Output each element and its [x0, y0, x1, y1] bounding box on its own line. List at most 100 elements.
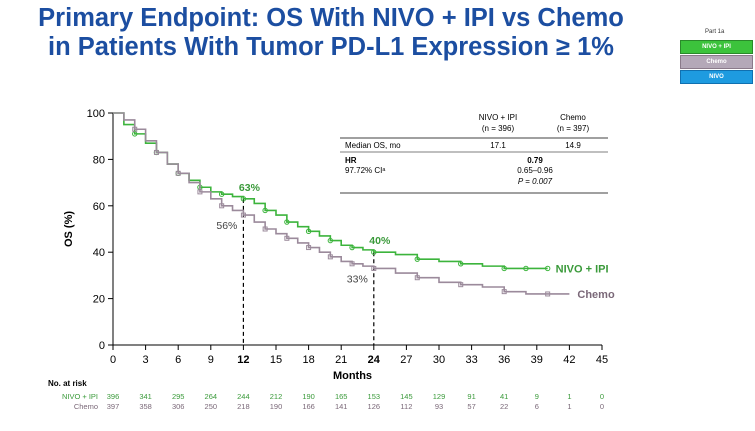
risk-value: 129 — [433, 392, 446, 401]
censor-mark — [153, 149, 159, 155]
censor-mark — [414, 256, 420, 262]
series-line-chemo — [113, 112, 570, 295]
risk-value: 1 — [567, 402, 571, 411]
x-tick-label: 15 — [270, 354, 282, 366]
censor-mark — [544, 265, 551, 272]
stats-median-v1: 17.1 — [490, 141, 506, 150]
x-tick-label: 0 — [110, 354, 116, 366]
risk-value: 91 — [467, 392, 475, 401]
censor-mark — [284, 219, 290, 225]
risk-value: 153 — [368, 392, 381, 401]
risk-value: 1 — [567, 392, 571, 401]
censor-mark — [240, 212, 246, 218]
stats-col1-header: NIVO + IPI — [479, 113, 517, 122]
risk-value: 22 — [500, 402, 508, 411]
slide-title: Primary Endpoint: OS With NIVO + IPI vs … — [6, 4, 656, 62]
risk-value: 341 — [139, 392, 152, 401]
risk-value: 9 — [535, 392, 539, 401]
risk-value: 145 — [400, 392, 413, 401]
censor-mark — [262, 207, 268, 214]
x-tick-label: 39 — [531, 354, 543, 366]
censor-mark — [284, 235, 290, 241]
x-tick-label: 27 — [400, 354, 412, 366]
censor-mark — [371, 249, 377, 255]
risk-value: 397 — [107, 402, 120, 411]
censor-mark — [305, 228, 312, 235]
censor-mark — [197, 189, 203, 195]
censor-mark — [501, 265, 507, 272]
x-tick-label: 24 — [368, 354, 381, 366]
annotation-label: 33% — [347, 273, 368, 285]
x-tick-label: 45 — [596, 354, 608, 366]
part-label: Part 1a — [705, 29, 725, 35]
series-line-nivo-ipi — [113, 112, 548, 270]
title-line-2: in Patients With Tumor PD-L1 Expression … — [48, 33, 614, 61]
risk-row-label: NIVO + IPI — [62, 392, 98, 401]
censor-mark — [371, 265, 377, 271]
censor-mark — [349, 244, 355, 251]
censor-mark — [501, 289, 507, 295]
series-label-nivo-ipi: NIVO + IPI — [556, 263, 609, 275]
stats-col2-header: Chemo — [560, 113, 586, 122]
risk-value: 306 — [172, 402, 185, 411]
risk-value: 41 — [500, 392, 508, 401]
risk-value: 250 — [205, 402, 218, 411]
risk-value: 93 — [435, 402, 443, 411]
annotation-label: 40% — [369, 235, 391, 247]
x-tick-label: 9 — [208, 354, 214, 366]
legend-item-nivo: NIVO — [680, 70, 753, 84]
risk-value: 6 — [535, 402, 539, 411]
stats-col1-n: (n = 396) — [482, 124, 515, 133]
censor-mark — [240, 196, 247, 202]
censor-mark — [132, 126, 138, 132]
x-axis-label: Months — [333, 370, 372, 382]
stats-median-v2: 14.9 — [565, 141, 581, 150]
risk-value: 141 — [335, 402, 348, 411]
censor-mark — [523, 265, 529, 272]
risk-value: 295 — [172, 392, 185, 401]
risk-row-label: Chemo — [74, 402, 98, 411]
y-tick-label: 60 — [93, 201, 105, 213]
stats-median-label: Median OS, mo — [345, 141, 401, 150]
annotation-label: 63% — [239, 182, 261, 194]
x-tick-label: 36 — [498, 354, 510, 366]
legend-item-nivo-ipi: NIVO + IPI — [680, 40, 753, 54]
censor-mark — [458, 282, 464, 288]
stats-hr-label: HR — [345, 156, 357, 165]
risk-table-title: No. at risk — [48, 379, 87, 388]
y-tick-label: 0 — [99, 340, 105, 352]
risk-value: 396 — [107, 392, 120, 401]
censor-mark — [219, 203, 225, 209]
risk-value: 212 — [270, 392, 283, 401]
y-tick-label: 40 — [93, 247, 105, 259]
risk-value: 190 — [270, 402, 283, 411]
stats-col2-n: (n = 397) — [557, 124, 590, 133]
annotation-label: 56% — [216, 220, 237, 232]
chart-curves: NIVO + IPI Chemo — [113, 112, 615, 301]
x-tick-label: 3 — [143, 354, 149, 366]
risk-value: 0 — [600, 392, 604, 401]
censor-mark — [349, 261, 355, 267]
censor-mark — [327, 254, 333, 260]
x-tick-label: 12 — [237, 354, 249, 366]
chart-annotations: 63% 56% 40% 33% — [216, 182, 391, 286]
censor-mark — [545, 291, 551, 297]
stats-hr-value: 0.79 — [527, 156, 543, 165]
series-label-chemo: Chemo — [577, 289, 615, 301]
x-tick-label: 42 — [563, 354, 575, 366]
risk-value: 165 — [335, 392, 348, 401]
risk-value: 358 — [139, 402, 152, 411]
stats-table: NIVO + IPI (n = 396) Chemo (n = 397) Med… — [340, 113, 608, 194]
x-tick-label: 30 — [433, 354, 445, 366]
censor-mark — [414, 275, 420, 281]
censor-mark — [262, 226, 268, 232]
stats-ci-value: 0.65–0.96 — [517, 166, 553, 175]
censor-mark — [175, 170, 181, 176]
risk-value: 190 — [302, 392, 315, 401]
risk-value: 264 — [205, 392, 218, 401]
risk-value: 57 — [467, 402, 475, 411]
stats-ci-label: 97.72% CIᵃ — [345, 166, 386, 175]
